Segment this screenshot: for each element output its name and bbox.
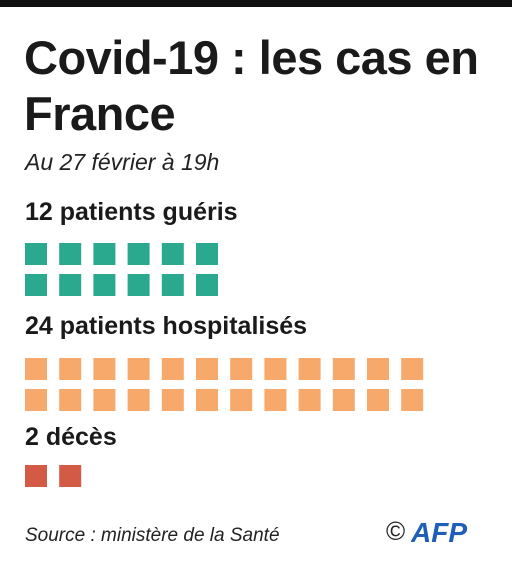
waffle-square-1-9 bbox=[332, 358, 355, 380]
waffle-square-1-23 bbox=[401, 389, 424, 411]
waffle-square-0-4 bbox=[161, 243, 184, 265]
waffle-square-1-17 bbox=[196, 389, 218, 411]
category-label-hospitalises: 24 patients hospitalisés bbox=[25, 312, 308, 340]
waffle-square-0-2 bbox=[93, 243, 116, 265]
waffle-square-1-7 bbox=[264, 358, 287, 380]
waffle-square-1-21 bbox=[332, 389, 355, 411]
waffle-square-1-14 bbox=[93, 389, 116, 411]
chart-title: Covid-19 : les cas en France bbox=[24, 31, 479, 140]
credit: © AFP bbox=[386, 516, 485, 547]
top-rule bbox=[0, 0, 512, 7]
waffle-square-0-7 bbox=[59, 274, 82, 296]
waffle-square-1-4 bbox=[161, 358, 184, 380]
waffle-square-1-19 bbox=[264, 389, 287, 411]
waffle-square-1-11 bbox=[401, 358, 424, 380]
waffle-square-1-20 bbox=[298, 389, 321, 411]
waffle-square-1-12 bbox=[25, 389, 47, 411]
waffle-square-0-0 bbox=[25, 243, 47, 265]
waffle-square-0-1 bbox=[59, 243, 82, 265]
waffle-square-1-5 bbox=[196, 358, 218, 380]
waffle-square-1-0 bbox=[25, 358, 47, 380]
waffle-square-2-0 bbox=[25, 465, 47, 487]
afp-logo-text: AFP bbox=[411, 517, 467, 547]
waffle-square-1-6 bbox=[230, 358, 253, 380]
waffle-square-1-13 bbox=[59, 389, 82, 411]
waffle-square-0-5 bbox=[196, 243, 218, 265]
waffle-square-0-3 bbox=[127, 243, 150, 265]
copyright-symbol: © bbox=[386, 516, 406, 546]
waffle-square-1-3 bbox=[127, 358, 150, 380]
waffle-square-0-8 bbox=[93, 274, 116, 296]
waffle-square-2-1 bbox=[59, 465, 82, 487]
waffle-square-1-8 bbox=[298, 358, 321, 380]
waffle-square-1-1 bbox=[59, 358, 82, 380]
waffle-square-0-11 bbox=[196, 274, 218, 296]
category-label-gueris: 12 patients guéris bbox=[25, 198, 238, 226]
source-note: Source : ministère de la Santé bbox=[25, 525, 280, 546]
waffle-square-1-22 bbox=[367, 389, 389, 411]
waffle-square-1-15 bbox=[127, 389, 150, 411]
waffle-square-0-6 bbox=[25, 274, 47, 296]
waffle-square-0-9 bbox=[127, 274, 150, 296]
waffle-square-0-10 bbox=[161, 274, 184, 296]
waffle-square-1-2 bbox=[93, 358, 116, 380]
waffle-square-1-18 bbox=[230, 389, 253, 411]
waffle-square-1-10 bbox=[367, 358, 389, 380]
chart-subtitle: Au 27 février à 19h bbox=[25, 149, 220, 175]
category-label-deces: 2 décès bbox=[25, 423, 117, 451]
afp-logo-icon: AFP bbox=[411, 517, 467, 547]
waffle-square-1-16 bbox=[161, 389, 184, 411]
